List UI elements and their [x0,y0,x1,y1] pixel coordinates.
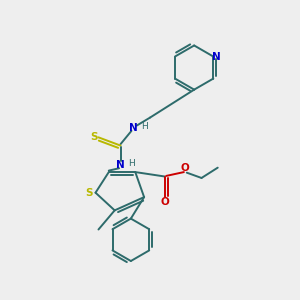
Text: O: O [180,163,189,173]
Text: H: H [128,159,135,168]
Text: O: O [160,197,169,207]
Text: S: S [90,132,98,142]
Text: H: H [142,122,148,131]
Text: N: N [212,52,221,61]
Text: N: N [116,160,125,170]
Text: S: S [85,188,93,198]
Text: N: N [129,123,138,133]
